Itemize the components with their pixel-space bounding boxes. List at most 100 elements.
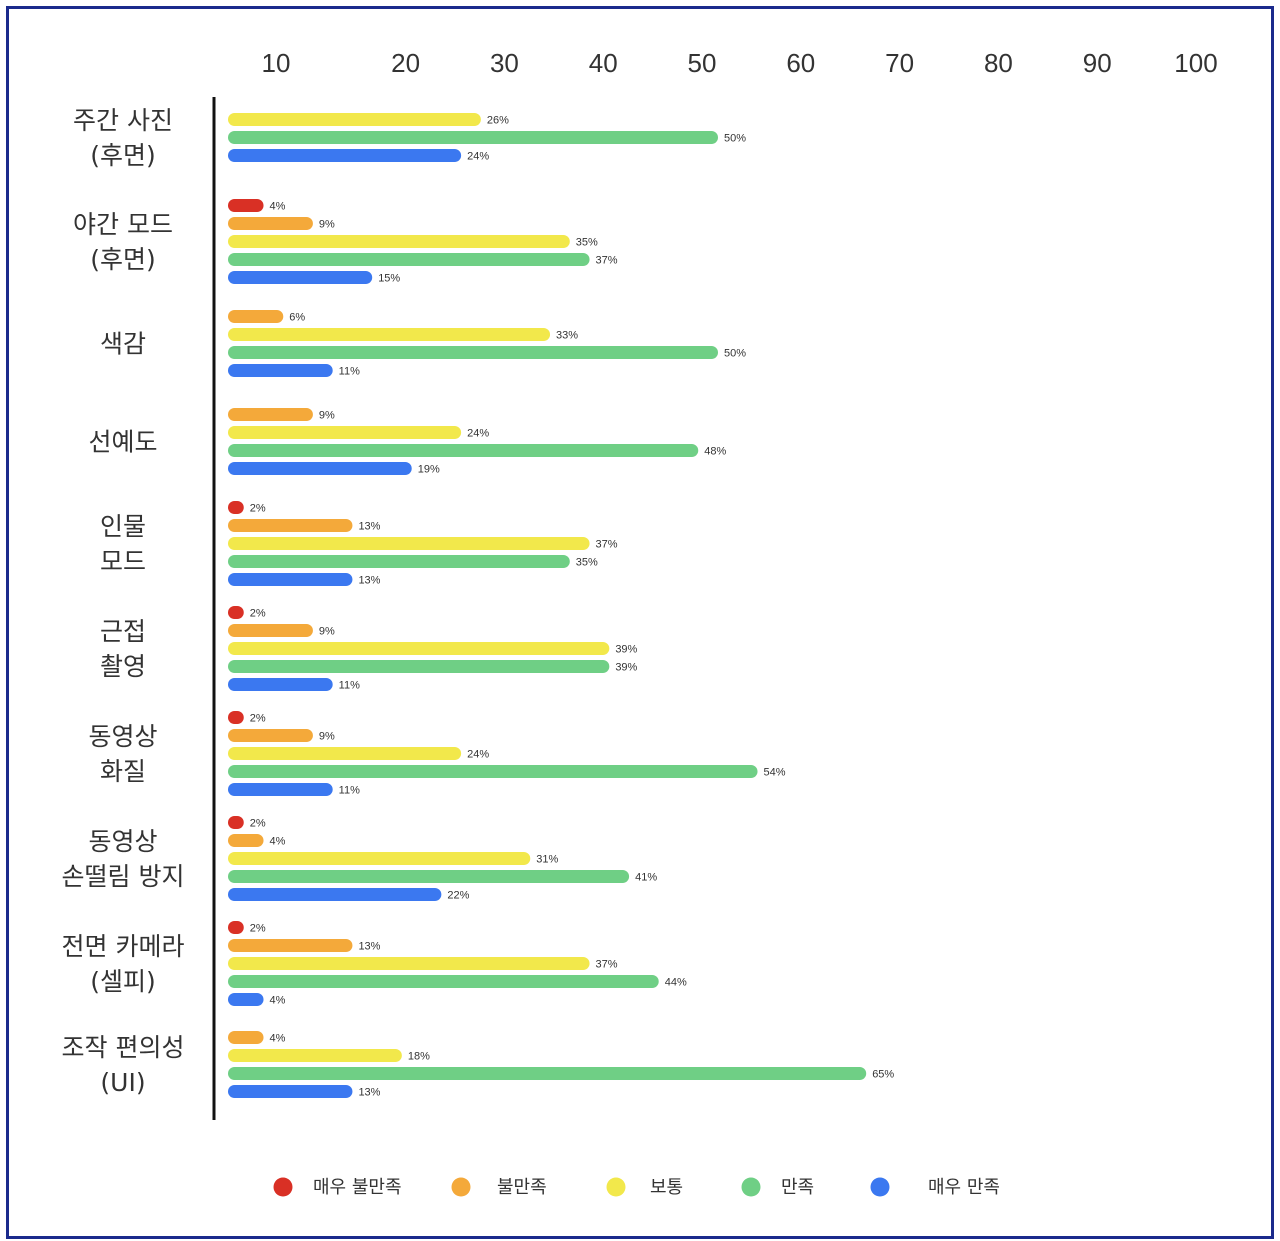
category-label: 색감: [100, 330, 146, 359]
bar: [228, 149, 462, 162]
bar: [228, 555, 570, 568]
x-tick-label: 50: [688, 48, 717, 78]
data-label: 13%: [358, 575, 380, 587]
category-label: 촬영: [100, 652, 146, 681]
x-tick-label: 10: [262, 48, 291, 78]
bar: [228, 364, 333, 377]
data-label: 9%: [319, 219, 335, 231]
bar: [228, 939, 353, 952]
data-label: 35%: [576, 557, 598, 569]
category-label: 동영상: [88, 722, 157, 751]
legend-label: 불만족: [497, 1177, 547, 1198]
bar: [228, 519, 353, 532]
bar: [228, 606, 244, 619]
bar: [228, 747, 462, 760]
data-label: 4%: [270, 201, 286, 213]
legend: 매우 불만족 불만족 보통 만족 매우 만족: [273, 1177, 1000, 1198]
category-label: (UI): [100, 1068, 145, 1097]
data-label: 48%: [704, 446, 726, 458]
category-label: 전면 카메라: [62, 932, 185, 961]
category-label: 근접: [100, 617, 146, 646]
bar: [228, 1085, 353, 1098]
data-label: 50%: [724, 133, 746, 145]
category-label: 선예도: [88, 428, 157, 457]
data-label: 37%: [596, 959, 618, 971]
bar: [228, 501, 244, 514]
data-label: 13%: [358, 1087, 380, 1099]
data-label: 11%: [339, 785, 360, 797]
data-label: 41%: [635, 872, 657, 884]
data-label: 19%: [418, 464, 440, 476]
data-label: 24%: [467, 749, 489, 761]
x-tick-label: 70: [885, 48, 914, 78]
bar: [228, 235, 570, 248]
bar: [228, 834, 264, 847]
bar: [228, 975, 659, 988]
bar: [228, 957, 590, 970]
data-label: 18%: [408, 1051, 430, 1063]
data-label: 4%: [270, 995, 286, 1007]
category-label: 모드: [100, 547, 146, 576]
category-label: 화질: [100, 757, 146, 786]
bar: [228, 537, 590, 550]
bar: [228, 711, 244, 724]
x-tick-label: 80: [984, 48, 1013, 78]
data-label: 2%: [250, 818, 266, 830]
category-label: (후면): [90, 245, 156, 274]
bar: [228, 113, 481, 126]
bar: [228, 729, 313, 742]
data-label: 31%: [536, 854, 558, 866]
data-label: 9%: [319, 731, 335, 743]
bar: [228, 310, 284, 323]
data-label: 2%: [250, 608, 266, 620]
bar: [228, 444, 699, 457]
data-label: 44%: [665, 977, 687, 989]
bar: [228, 408, 313, 421]
data-label: 15%: [378, 273, 400, 285]
bar: [228, 253, 590, 266]
bar: [228, 1031, 264, 1044]
data-label: 54%: [764, 767, 786, 779]
data-label: 6%: [289, 312, 305, 324]
category-label: 인물: [100, 512, 146, 541]
data-label: 4%: [270, 1033, 286, 1045]
bar: [228, 870, 630, 883]
bars: 26% 50% 24% 4% 9% 35% 37% 15% 6% 33% 50% 11% 9% 24% 48…: [228, 113, 894, 1099]
bar: [228, 642, 610, 655]
bar: [228, 271, 373, 284]
legend-label: 매우 만족: [928, 1177, 1000, 1198]
legend-marker: [870, 1177, 890, 1197]
x-tick-label: 60: [786, 48, 815, 78]
bar: [228, 462, 412, 475]
bar: [228, 921, 244, 934]
bar: [228, 426, 462, 439]
x-tick-label: 40: [589, 48, 618, 78]
legend-marker: [741, 1177, 761, 1197]
chart-frame: [6, 6, 1274, 1239]
bar: [228, 624, 313, 637]
x-axis-ticks: 10 20 30 40 50 60 70 80 90 100: [262, 48, 1218, 78]
data-label: 11%: [339, 680, 360, 692]
data-label: 24%: [467, 428, 489, 440]
data-label: 9%: [319, 626, 335, 638]
category-label: (셀피): [90, 967, 156, 996]
category-label: 동영상: [88, 827, 157, 856]
bar: [228, 993, 264, 1006]
bar: [228, 783, 333, 796]
bar: [228, 1049, 402, 1062]
bar: [228, 660, 610, 673]
legend-marker: [451, 1177, 471, 1197]
data-label: 22%: [447, 890, 469, 902]
data-label: 2%: [250, 713, 266, 725]
data-label: 2%: [250, 503, 266, 515]
x-tick-label: 20: [391, 48, 420, 78]
data-label: 39%: [615, 662, 637, 674]
legend-label: 매우 불만족: [313, 1177, 402, 1198]
bar: [228, 217, 313, 230]
data-label: 24%: [467, 151, 489, 163]
bar: [228, 816, 244, 829]
bar: [228, 131, 718, 144]
bar: [228, 678, 333, 691]
data-label: 9%: [319, 410, 335, 422]
